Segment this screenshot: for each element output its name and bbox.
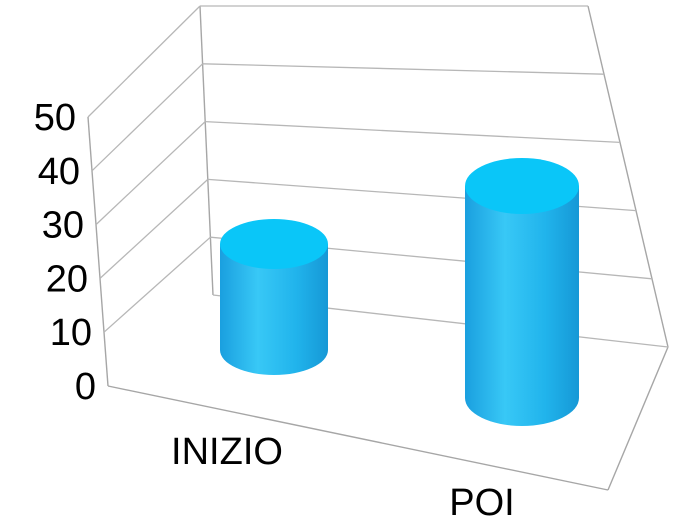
y-tick-label: 20 — [46, 258, 88, 300]
bar-body — [220, 244, 328, 375]
bars — [220, 158, 579, 426]
bar-poi — [465, 158, 579, 426]
bar-body — [465, 186, 579, 426]
y-tick-label: 50 — [34, 97, 76, 139]
gridline-side — [87, 5, 201, 118]
y-tick-label: 10 — [50, 312, 92, 354]
x-category-label: INIZIO — [171, 431, 283, 473]
gridline-side — [91, 63, 204, 172]
plot-frame — [87, 5, 669, 491]
gridline-side — [103, 236, 211, 333]
gridline-side — [95, 121, 206, 226]
gridline-back — [202, 63, 605, 75]
y-tick-label: 40 — [38, 151, 80, 193]
gridline-back — [205, 120, 621, 144]
left-wall-front-edge — [87, 116, 109, 387]
back-wall-left-edge — [199, 5, 214, 296]
gridlines — [87, 5, 669, 348]
floor-front-edge — [107, 385, 609, 491]
bar-top — [465, 158, 579, 214]
gridline-side — [99, 178, 209, 279]
y-tick-label: 30 — [42, 205, 84, 247]
bar-inizio — [220, 219, 328, 375]
bar-top — [220, 219, 328, 269]
floor-right-edge — [607, 346, 669, 491]
y-axis-tick-labels: 0 10 20 30 40 50 — [34, 97, 96, 408]
x-axis-category-labels: INIZIO POI — [171, 431, 515, 522]
y-tick-label: 0 — [75, 366, 96, 408]
x-category-label: POI — [449, 482, 514, 522]
back-wall-right-edge — [587, 5, 669, 348]
